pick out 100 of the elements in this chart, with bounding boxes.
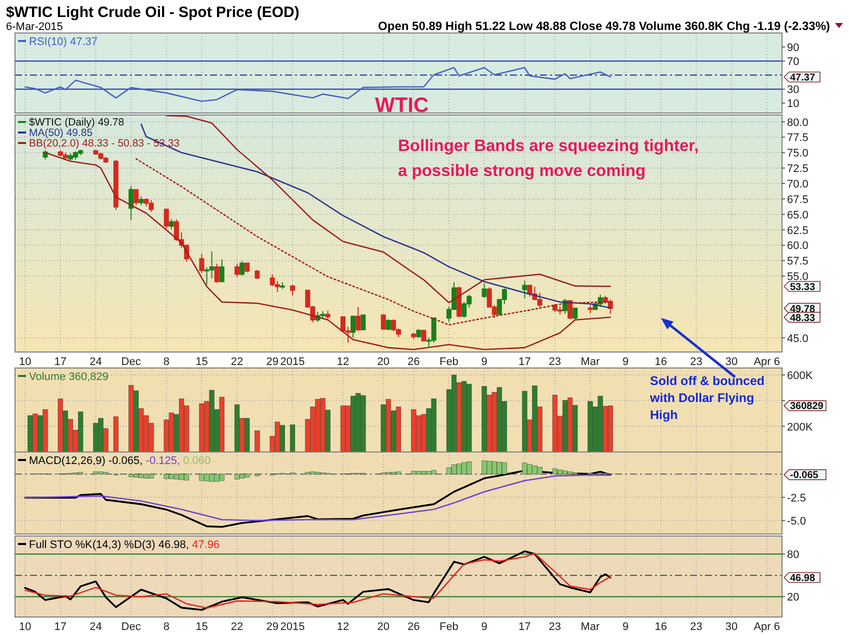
y-tick-label: 72.5 [787, 163, 808, 176]
x-tick-label: Feb [439, 621, 458, 633]
legend-label: MACD(12,26,9) -0.065, [29, 455, 143, 467]
x-tick-label: 22 [230, 356, 244, 368]
x-tick-label: Mar [580, 356, 600, 368]
x-tick-label: 15 [196, 621, 208, 633]
y-tick-label: 20 [787, 592, 800, 604]
y-tick-label: 200K [787, 421, 814, 434]
x-tick-label: Feb [439, 356, 458, 368]
candlestick [325, 310, 330, 322]
y-tick-label: 70.0 [787, 178, 808, 191]
bar [113, 416, 118, 452]
bar [290, 424, 296, 452]
candlestick [164, 208, 169, 230]
candlestick [219, 258, 224, 283]
x-tick-label: 8 [163, 356, 170, 368]
y-tick-label: 90 [787, 42, 800, 54]
y-tick-label: 30 [787, 84, 800, 96]
candlestick [234, 263, 240, 278]
x-tick-label: 2015 [280, 621, 305, 633]
candlestick [416, 328, 422, 338]
x-tick-label: 22 [230, 621, 244, 633]
x-tick-label: 8 [163, 621, 170, 633]
candlestick [290, 284, 296, 296]
candlestick [244, 262, 250, 273]
bar [254, 430, 260, 452]
x-tick-label: 17 [54, 356, 67, 368]
x-tick-label: 30 [725, 621, 738, 633]
candlestick [138, 196, 144, 206]
x-tick-label: 17 [518, 621, 531, 633]
candlestick [356, 306, 361, 332]
y-tick-label: 600K [787, 370, 814, 382]
y-tick-label: 62.5 [787, 224, 808, 237]
x-tick-label: 2015 [280, 356, 305, 368]
text: 48.33 [790, 312, 816, 324]
legend-label: Full STO %K(14,3) %D(3) 46.98, [29, 539, 189, 551]
x-tick-label: 23 [548, 621, 562, 633]
candlestick [240, 260, 245, 276]
candlestick [482, 282, 487, 298]
series-label: 0.060 [180, 455, 211, 467]
text: -0.125, [142, 455, 180, 467]
x-tick-label: 24 [90, 621, 102, 633]
legend-label: $WTIC (Daily) 49.78 [29, 116, 124, 128]
x-tick-label: Dec [121, 356, 142, 368]
candlestick [522, 280, 528, 299]
candlestick [380, 314, 386, 330]
x-tick-label: 29 [266, 621, 278, 633]
text: 46.98 [790, 573, 816, 584]
text: 53.33 [790, 282, 816, 293]
candlestick [128, 185, 134, 220]
legend-label: Volume 360,829 [29, 371, 109, 383]
text: 47.96 [188, 539, 220, 551]
annotation: Open 50.89 High 51.22 Low 48.88 Close 49.78 Volume 360.8K Chg -1.19 (-2.33%) [378, 19, 830, 33]
x-tick-label: 9 [481, 356, 488, 368]
y-tick-label: 45.0 [787, 332, 808, 345]
candlestick [134, 188, 139, 206]
x-tick-label: 16 [654, 621, 668, 633]
text: 49.78 [790, 304, 816, 315]
candlestick [168, 218, 174, 230]
y-tick-label: 57.5 [787, 256, 808, 268]
x-tick-label: 23 [690, 356, 702, 368]
x-tick-label: Apr 6 [754, 356, 780, 368]
annotation: Sold off & bounced with Dollar Flying High [649, 374, 765, 422]
x-tick-label: 17 [518, 356, 531, 368]
x-tick-label: 9 [481, 621, 488, 633]
line-series [24, 474, 612, 522]
y-tick-label: -5.0 [787, 516, 806, 528]
y-tick-label: 77.5 [787, 132, 808, 144]
x-tick-label: 12 [336, 621, 350, 633]
y-tick-label: 55.0 [787, 271, 808, 284]
legend-label: RSI(10) 47.37 [29, 36, 98, 48]
y-tick-label: 10 [787, 98, 800, 110]
chart-title: $WTIC Light Crude Oil - Spot Price (EOD) [6, 4, 300, 21]
candlestick [572, 307, 578, 320]
x-tick-label: 9 [622, 621, 629, 633]
x-tick-label: 16 [654, 356, 668, 368]
y-tick-label: 70 [787, 56, 800, 68]
x-tick-label: 20 [377, 621, 390, 633]
x-tick-label: 15 [196, 356, 208, 368]
x-tick-label: 23 [548, 356, 562, 368]
x-tick-label: 23 [690, 621, 702, 633]
x-tick-label: 9 [622, 356, 629, 368]
candlestick [199, 253, 204, 274]
x-tick-label: 26 [408, 356, 420, 368]
x-tick-label: 10 [18, 621, 32, 633]
x-tick-label: 29 [266, 356, 278, 368]
candlestick [350, 315, 356, 338]
y-tick-label: 75.0 [787, 148, 808, 160]
x-tick-label: 20 [377, 356, 390, 368]
text: 360829 [790, 401, 824, 412]
text: 47.37 [790, 72, 816, 84]
y-tick-label: 60.0 [787, 240, 808, 252]
candlestick [280, 282, 285, 290]
annotation: WTIC [375, 94, 429, 117]
candlestick [360, 314, 366, 331]
line-series [24, 470, 612, 528]
x-tick-label: 26 [408, 621, 420, 633]
x-tick-label: 30 [725, 356, 738, 368]
candlestick [386, 318, 391, 331]
candlestick [588, 304, 593, 314]
